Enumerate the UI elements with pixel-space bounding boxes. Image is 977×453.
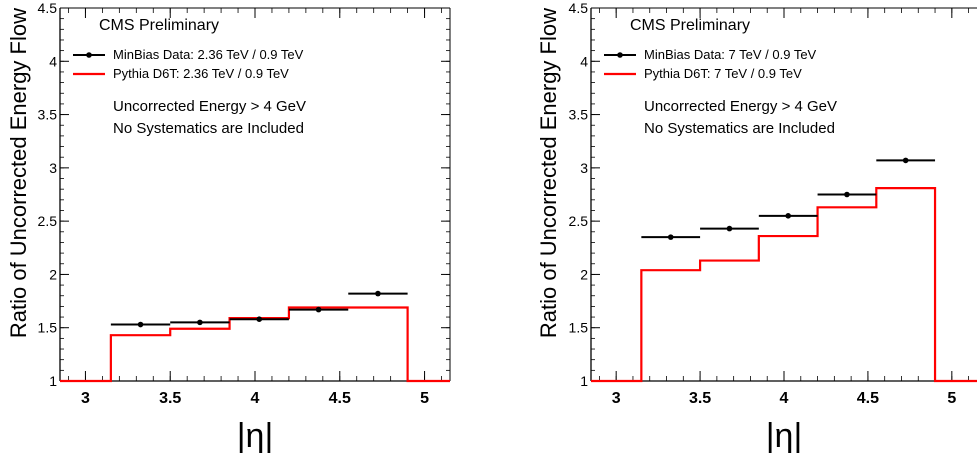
- y-tick-label: 2: [49, 266, 57, 282]
- data-point-marker: [137, 321, 144, 328]
- data-point-marker: [844, 191, 850, 198]
- y-tick-label: 1.5: [38, 320, 58, 336]
- x-tick-label: 3.5: [159, 390, 181, 407]
- x-tick-label: 5: [420, 390, 429, 407]
- x-axis-label: |η|: [766, 417, 803, 453]
- y-tick-label: 1: [49, 373, 57, 389]
- cms-preliminary-label: CMS Preliminary: [99, 17, 219, 34]
- data-point-marker: [667, 234, 674, 240]
- data-point-marker: [785, 213, 791, 219]
- chart-panel-left: 1 1.5 2 2.5 3 3.5 4 4.5 3 3.5 4 4.5 5 CMS Preliminar…: [6, 0, 451, 453]
- legend: CMS Preliminary MinBias Data: 2.36 TeV / …: [73, 17, 306, 137]
- y-axis-label: Ratio of Uncorrected Energy Flow: [6, 8, 31, 338]
- x-axis-title: |η|: [237, 417, 274, 453]
- annotation-energy-cut: Uncorrected Energy > 4 GeV: [113, 98, 306, 115]
- legend-data-marker: [86, 52, 92, 58]
- y-tick-label: 2.5: [38, 213, 58, 229]
- y-tick-label: 3.5: [569, 107, 589, 123]
- histogram-series: [591, 187, 977, 383]
- legend-data-marker: [617, 52, 623, 58]
- annotation-systematics: No Systematics are Included: [113, 120, 304, 137]
- x-tick-label: 4.5: [329, 390, 351, 407]
- y-tick-label: 4.5: [569, 0, 589, 16]
- data-points-series: [110, 290, 408, 328]
- legend-data-label: MinBias Data: 2.36 TeV / 0.9 TeV: [113, 47, 304, 62]
- y-tick-label: 2: [580, 266, 588, 282]
- x-tick-label: 3: [81, 390, 90, 407]
- x-tick-label: 4: [251, 390, 260, 407]
- y-tick-label: 3.5: [38, 107, 58, 123]
- y-tick-label: 4.5: [38, 0, 58, 16]
- plot-frame: [59, 7, 451, 382]
- plot-frame: [590, 7, 977, 382]
- pythia-histogram-line: [60, 306, 450, 383]
- y-tick-label: 3: [580, 160, 588, 176]
- y-axis-title: Ratio of Uncorrected Energy Flow: [6, 8, 31, 338]
- data-point-marker: [197, 319, 203, 326]
- y-tick-label: 4: [580, 53, 588, 69]
- x-tick-label: 3.5: [689, 390, 711, 407]
- y-tick-label: 1.5: [569, 320, 589, 336]
- data-point-marker: [375, 290, 381, 297]
- y-tick-label: 4: [49, 53, 57, 69]
- x-axis-title: |η|: [766, 417, 803, 453]
- data-point-marker: [256, 316, 263, 322]
- pythia-histogram-line: [591, 187, 977, 383]
- legend: CMS Preliminary MinBias Data: 7 TeV / 0.9…: [604, 17, 837, 137]
- annotation-systematics: No Systematics are Included: [644, 120, 835, 137]
- annotation-energy-cut: Uncorrected Energy > 4 GeV: [644, 98, 837, 115]
- legend-pythia-label: Pythia D6T: 7 TeV / 0.9 TeV: [644, 66, 802, 81]
- data-points-series: [641, 157, 936, 240]
- chart-panel-right: 1 1.5 2 2.5 3 3.5 4 4.5 3 3.5 4 4.5 5 CMS Preliminar…: [536, 0, 977, 453]
- y-axis-label: Ratio of Uncorrected Energy Flow: [536, 8, 561, 338]
- histogram-series: [60, 306, 450, 383]
- y-tick-label: 1: [580, 373, 588, 389]
- x-tick-label: 4: [780, 390, 789, 407]
- data-point-marker: [315, 306, 322, 313]
- x-tick-label: 3: [612, 390, 621, 407]
- y-axis-title: Ratio of Uncorrected Energy Flow: [536, 8, 561, 338]
- legend-pythia-label: Pythia D6T: 2.36 TeV / 0.9 TeV: [113, 66, 289, 81]
- data-point-marker: [902, 157, 909, 164]
- x-tick-label: 5: [947, 390, 956, 407]
- y-tick-label: 2.5: [569, 213, 589, 229]
- x-axis-label: |η|: [237, 417, 274, 453]
- cms-preliminary-label: CMS Preliminary: [630, 17, 750, 34]
- x-tick-label: 4.5: [857, 390, 879, 407]
- y-tick-label: 3: [49, 160, 57, 176]
- axis-ticks: 1 1.5 2 2.5 3 3.5 4 4.5 3 3.5 4 4.5 5: [38, 0, 450, 407]
- data-point-marker: [726, 225, 733, 232]
- legend-data-label: MinBias Data: 7 TeV / 0.9 TeV: [644, 47, 817, 62]
